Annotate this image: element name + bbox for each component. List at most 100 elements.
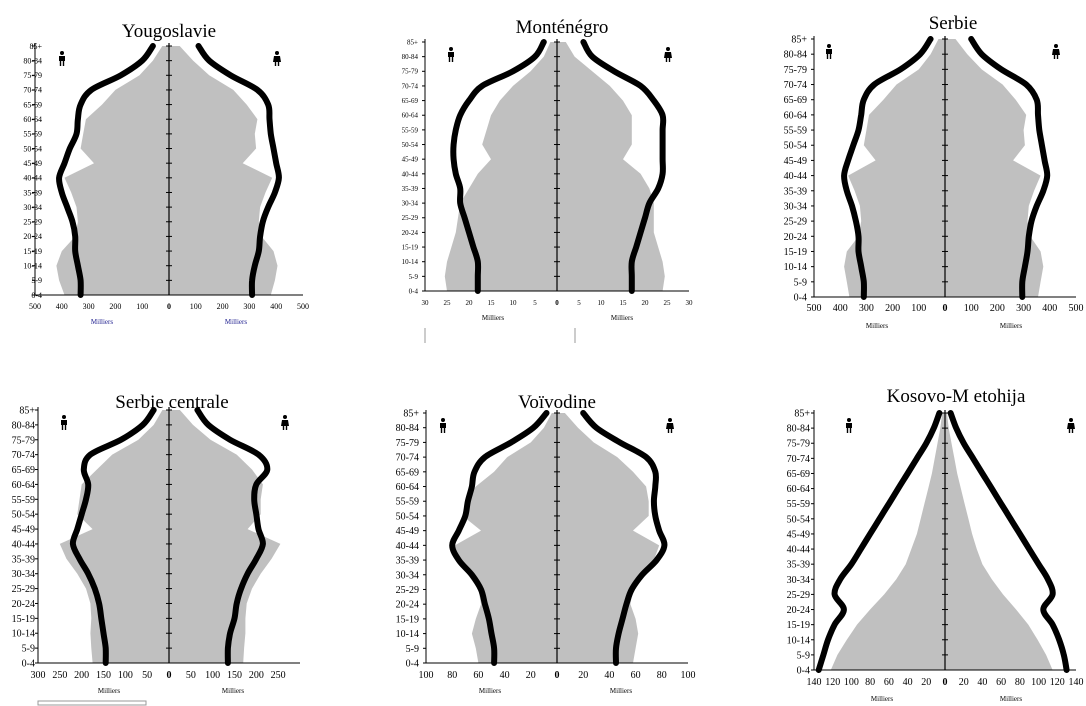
- x-tick-label-left: 150: [96, 670, 111, 681]
- age-group-label: 45-49: [784, 156, 807, 167]
- population-area-right: [557, 42, 665, 291]
- male-figure-icon-head: [827, 44, 831, 48]
- population-outline-left: [815, 410, 943, 673]
- male-figure-icon-body: [846, 423, 852, 428]
- age-group-label: 80-84: [402, 53, 419, 61]
- female-figure-icon-head: [668, 418, 672, 422]
- x-tick-label-left: 0: [167, 670, 172, 681]
- female-figure-icon: [273, 51, 281, 66]
- age-group-label: 50-54: [787, 514, 810, 525]
- age-group-label: 15-19: [402, 244, 419, 252]
- population-area-left: [444, 42, 557, 291]
- age-group-label: 70-74: [787, 454, 810, 465]
- age-group-label: 5-9: [794, 277, 807, 288]
- x-tick-label-right: 100: [964, 303, 979, 314]
- age-group-label: 85+: [19, 406, 35, 417]
- chart-title: Serbie centrale: [115, 392, 228, 413]
- x-tick-label-left: 500: [29, 302, 41, 311]
- x-tick-label-right: 200: [990, 303, 1005, 314]
- population-outline-right: [580, 410, 668, 666]
- male-figure-icon-body: [448, 52, 454, 57]
- male-figure-icon-head: [449, 47, 453, 51]
- age-group-label: 0-4: [406, 659, 419, 670]
- population-outline-left: [450, 39, 547, 294]
- population-area-right: [169, 46, 278, 295]
- x-tick-label-right: 25: [664, 299, 672, 307]
- x-tick-label-left: 10: [510, 299, 518, 307]
- age-group-label: 20-24: [402, 229, 419, 237]
- age-group-label: 30-34: [12, 569, 35, 580]
- age-group-label: 75-79: [402, 68, 419, 76]
- male-figure-icon-head: [62, 415, 66, 419]
- x-tick-label-left: 120: [825, 677, 840, 688]
- x-tick-label-right: 120: [1050, 677, 1065, 688]
- x-tick-label-right: 80: [1015, 677, 1025, 688]
- age-group-label: 40-44: [787, 545, 810, 556]
- x-tick-label-right: 400: [270, 302, 282, 311]
- age-group-label: 50-54: [402, 141, 419, 149]
- x-tick-label-right: 50: [186, 670, 196, 681]
- population-area-right: [169, 410, 281, 663]
- age-group-label: 25-29: [784, 217, 807, 228]
- x-unit-label-left: Milliers: [98, 687, 120, 695]
- age-group-label: 45-49: [402, 156, 419, 164]
- x-tick-label-left: 0: [943, 303, 948, 314]
- age-group-label: 40-44: [402, 170, 419, 178]
- age-group-label: 30-34: [787, 575, 810, 586]
- age-group-label: 35-39: [12, 554, 35, 565]
- population-outline-right: [194, 407, 271, 666]
- female-figure-icon-body: [666, 423, 674, 429]
- pyramid-panel-2: 0-4 5-9 10-14 15-19 20-24 25-29 30-34 35-39 40-4…: [402, 17, 693, 322]
- x-tick-label-left: 20: [466, 299, 474, 307]
- age-group-label: 35-39: [396, 556, 419, 567]
- female-figure-icon: [664, 47, 672, 62]
- population-area-left: [830, 413, 945, 670]
- male-figure-icon: [826, 44, 832, 59]
- population-outline-left: [56, 43, 156, 298]
- age-group-label: 40-44: [396, 541, 419, 552]
- x-tick-label-left: 5: [533, 299, 537, 307]
- male-figure-icon-body: [440, 423, 446, 428]
- x-tick-label-right: 20: [642, 299, 650, 307]
- male-figure-icon-head: [847, 418, 851, 422]
- x-tick-label-right: 40: [604, 670, 614, 681]
- age-group-label: 55-59: [396, 497, 419, 508]
- x-tick-label-left: 100: [419, 670, 434, 681]
- male-figure-icon: [440, 418, 446, 433]
- age-group-label: 45-49: [12, 525, 35, 536]
- x-tick-label-left: 100: [118, 670, 133, 681]
- age-group-label: 0-4: [409, 287, 419, 295]
- x-tick-label-left: 50: [142, 670, 152, 681]
- age-group-label: 10-14: [787, 635, 810, 646]
- x-tick-label-right: 20: [578, 670, 588, 681]
- age-group-label: 50-54: [784, 141, 807, 152]
- x-tick-label-left: 40: [500, 670, 510, 681]
- male-figure-icon: [846, 418, 852, 433]
- x-tick-label-right: 100: [1031, 677, 1046, 688]
- x-tick-label-left: 200: [109, 302, 121, 311]
- age-group-label: 30-34: [402, 200, 419, 208]
- age-group-label: 65-69: [784, 95, 807, 106]
- x-tick-label-left: 0: [555, 670, 560, 681]
- age-group-label: 80-84: [396, 423, 419, 434]
- x-unit-label-left: Milliers: [866, 322, 888, 330]
- age-group-label: 5-9: [409, 273, 419, 281]
- x-tick-label-left: 100: [844, 677, 859, 688]
- population-outline-left: [841, 36, 934, 300]
- x-tick-label-left: 20: [921, 677, 931, 688]
- age-group-label: 0-4: [31, 291, 42, 300]
- male-figure-icon-body: [61, 420, 67, 425]
- x-tick-label-left: 200: [885, 303, 900, 314]
- population-area-right: [945, 413, 1053, 670]
- x-tick-label-left: 140: [807, 677, 822, 688]
- age-group-label: 20-24: [396, 600, 419, 611]
- age-group-label: 15-19: [784, 247, 807, 258]
- age-group-label: 15-19: [396, 614, 419, 625]
- x-tick-label-left: 30: [422, 299, 430, 307]
- x-tick-label-right: 150: [227, 670, 242, 681]
- x-tick-label-right: 20: [959, 677, 969, 688]
- population-outline-left: [449, 410, 550, 666]
- x-tick-label-left: 400: [833, 303, 848, 314]
- age-group-label: 65-69: [402, 97, 419, 105]
